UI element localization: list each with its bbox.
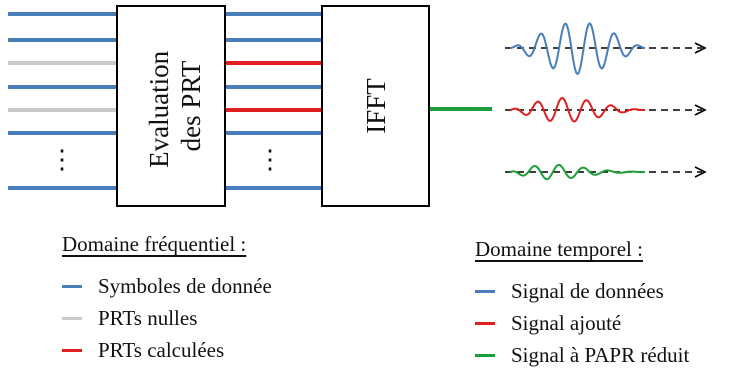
legend-swatch — [475, 353, 495, 357]
ifft-block — [321, 5, 430, 207]
prt-evaluation-label-line2: des PRT — [176, 60, 206, 151]
time-legend: Signal de données Signal ajouté Signal à P… — [475, 275, 689, 371]
ifft-label: IFFT — [361, 78, 391, 134]
legend-item: PRTs nulles — [62, 302, 272, 334]
frequency-legend-title: Domaine fréquentiel : — [62, 232, 247, 256]
signal-waveform-3 — [509, 163, 645, 181]
legend-swatch — [475, 289, 495, 293]
legend-label: Signal ajouté — [511, 310, 622, 335]
legend-item: Signal ajouté — [475, 307, 689, 339]
signal-waveform-2 — [509, 96, 645, 123]
legend-label: Symboles de donnée — [98, 273, 272, 298]
prt-evaluation-label-line1: Evaluation — [144, 50, 174, 167]
arrow-head-icon — [694, 42, 707, 54]
prt-evaluation-label: Evaluation des PRT — [144, 44, 206, 168]
legend-item: PRTs calculées — [62, 334, 272, 366]
legend-label: PRTs calculées — [98, 337, 225, 362]
legend-item: Signal à PAPR réduit — [475, 339, 689, 371]
prt-output-lines — [225, 12, 322, 190]
prt-output-ellipsis: ⋮ — [257, 145, 283, 174]
legend-label: Signal de données — [511, 278, 664, 303]
arrow-head-icon — [694, 104, 707, 116]
time-signals — [505, 22, 707, 181]
time-legend-title: Domaine temporel : — [475, 237, 643, 261]
legend-swatch — [62, 316, 82, 320]
input-ellipsis: ⋮ — [49, 145, 75, 174]
legend-label: Signal à PAPR réduit — [511, 342, 690, 367]
legend-swatch — [62, 284, 82, 288]
prt-evaluation-block — [116, 5, 226, 207]
input-lines — [8, 12, 117, 190]
legend-item: Symboles de donnée — [62, 270, 272, 302]
legend-swatch — [62, 348, 82, 352]
arrow-head-icon — [694, 166, 707, 178]
legend-item: Signal de données — [475, 275, 689, 307]
frequency-legend: Symboles de donnée PRTs nulles PRTs calcul… — [62, 270, 272, 366]
legend-label: PRTs nulles — [98, 305, 198, 330]
legend-swatch — [475, 321, 495, 325]
signal-waveform-1 — [509, 22, 646, 75]
